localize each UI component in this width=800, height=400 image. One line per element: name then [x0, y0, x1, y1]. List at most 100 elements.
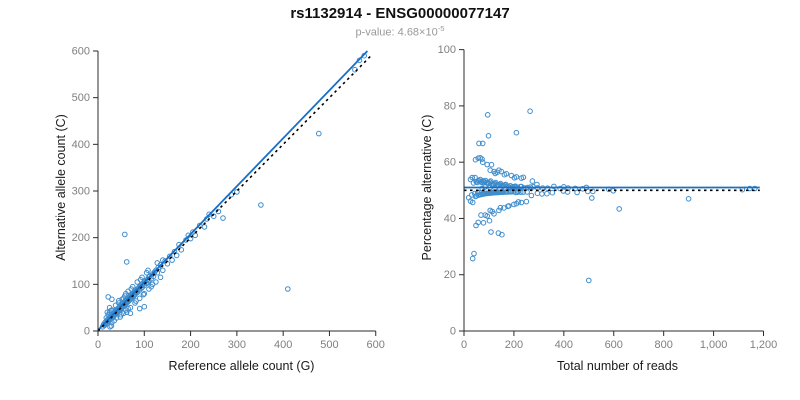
- data-point: [470, 180, 477, 186]
- data-point: [201, 224, 208, 230]
- y-axis-title: Percentage alternative (C): [420, 115, 434, 261]
- data-point: [475, 155, 482, 161]
- data-point: [520, 174, 527, 181]
- data-point: [497, 204, 504, 211]
- data-point: [479, 159, 486, 165]
- x-tick-label: 1,200: [750, 339, 778, 351]
- x-tick-label: 1,000: [700, 339, 728, 351]
- data-point: [479, 156, 485, 162]
- data-point: [187, 235, 194, 242]
- data-point: [484, 112, 491, 118]
- data-point: [589, 195, 595, 201]
- left-scatter-plot: 0 100 200 300 400 500 600 Reference allele coun…: [54, 46, 385, 374]
- y-tick-label: 600: [72, 46, 90, 58]
- data-point: [117, 314, 123, 320]
- y-tick-label: 40: [444, 213, 456, 225]
- data-point: [616, 206, 622, 212]
- x-tick-label: 200: [505, 339, 523, 351]
- data-point: [285, 286, 291, 292]
- data-point: [505, 203, 511, 210]
- data-point: [173, 252, 180, 259]
- x-tick-label: 300: [228, 339, 246, 351]
- data-point: [210, 213, 217, 219]
- data-point: [141, 290, 148, 297]
- data-point: [116, 297, 122, 304]
- data-point: [479, 140, 486, 147]
- y-tick-label: 20: [444, 269, 456, 281]
- data-point: [527, 108, 533, 114]
- data-point: [169, 257, 175, 263]
- data-point: [501, 171, 508, 178]
- data-point: [123, 309, 130, 316]
- data-point: [473, 222, 479, 229]
- data-point: [145, 267, 151, 274]
- data-point: [586, 277, 592, 284]
- y-tick-label: 0: [84, 326, 90, 338]
- x-tick-label: 600: [605, 339, 623, 351]
- data-point: [517, 189, 524, 195]
- data-point: [469, 255, 476, 262]
- data-point: [551, 183, 557, 190]
- data-point: [120, 310, 127, 317]
- data-point: [122, 231, 128, 238]
- data-point: [539, 191, 545, 197]
- data-point: [491, 168, 497, 175]
- x-tick-label: 800: [654, 339, 672, 351]
- figure-title: rs1132914 - ENSG00000077147: [290, 5, 510, 22]
- data-point: [529, 178, 536, 184]
- y-tick-label: 200: [72, 232, 90, 244]
- data-point: [123, 259, 130, 265]
- data-point: [534, 190, 541, 196]
- x-tick-label: 400: [555, 339, 573, 351]
- data-point: [140, 291, 147, 298]
- data-point: [496, 207, 502, 214]
- pvalue-label: p-value:: [355, 26, 398, 39]
- figure-subtitle: p-value: 4.68×10-5: [0, 24, 800, 39]
- data-point: [113, 315, 120, 321]
- data-point: [136, 295, 143, 302]
- data-point: [574, 189, 580, 196]
- data-point: [234, 189, 240, 195]
- data-point: [494, 169, 500, 176]
- data-point: [511, 175, 518, 181]
- x-tick-label: 500: [320, 339, 338, 351]
- y-tick-label: 0: [450, 326, 456, 338]
- y-tick-label: 100: [72, 279, 90, 291]
- data-point: [127, 310, 134, 317]
- data-point: [160, 267, 166, 274]
- data-point: [476, 140, 482, 147]
- data-point: [258, 202, 264, 208]
- x-axis-title: Reference allele count (G): [169, 359, 315, 373]
- data-point: [523, 198, 530, 205]
- data-point: [480, 220, 487, 226]
- data-point: [104, 309, 111, 316]
- right-scatter-plot: 0 200 400 600 800 1,000 1,200 Total number of r…: [420, 44, 778, 373]
- data-point: [149, 281, 156, 288]
- data-point: [544, 190, 550, 197]
- data-point: [136, 305, 143, 312]
- pvalue-exponent: -5: [437, 24, 445, 33]
- x-axis-title: Total number of reads: [557, 359, 678, 373]
- pvalue-base: 4.68×10: [397, 26, 438, 39]
- data-point: [518, 199, 525, 206]
- data-point: [511, 201, 517, 208]
- data-point: [515, 199, 522, 205]
- data-point: [488, 229, 494, 235]
- y-tick-label: 300: [72, 186, 90, 198]
- data-point: [122, 293, 128, 299]
- x-tick-label: 0: [95, 339, 101, 351]
- identity-line: [97, 54, 373, 332]
- y-tick-label: 500: [72, 92, 90, 104]
- data-point: [484, 213, 490, 219]
- data-point: [485, 133, 492, 139]
- data-point: [107, 324, 113, 330]
- data-point: [137, 276, 144, 283]
- x-tick-label: 400: [274, 339, 292, 351]
- data-point: [590, 188, 596, 195]
- data-point: [752, 185, 758, 192]
- data-point: [489, 208, 495, 215]
- data-point: [513, 129, 520, 136]
- data-point: [486, 217, 493, 224]
- data-point: [528, 192, 535, 199]
